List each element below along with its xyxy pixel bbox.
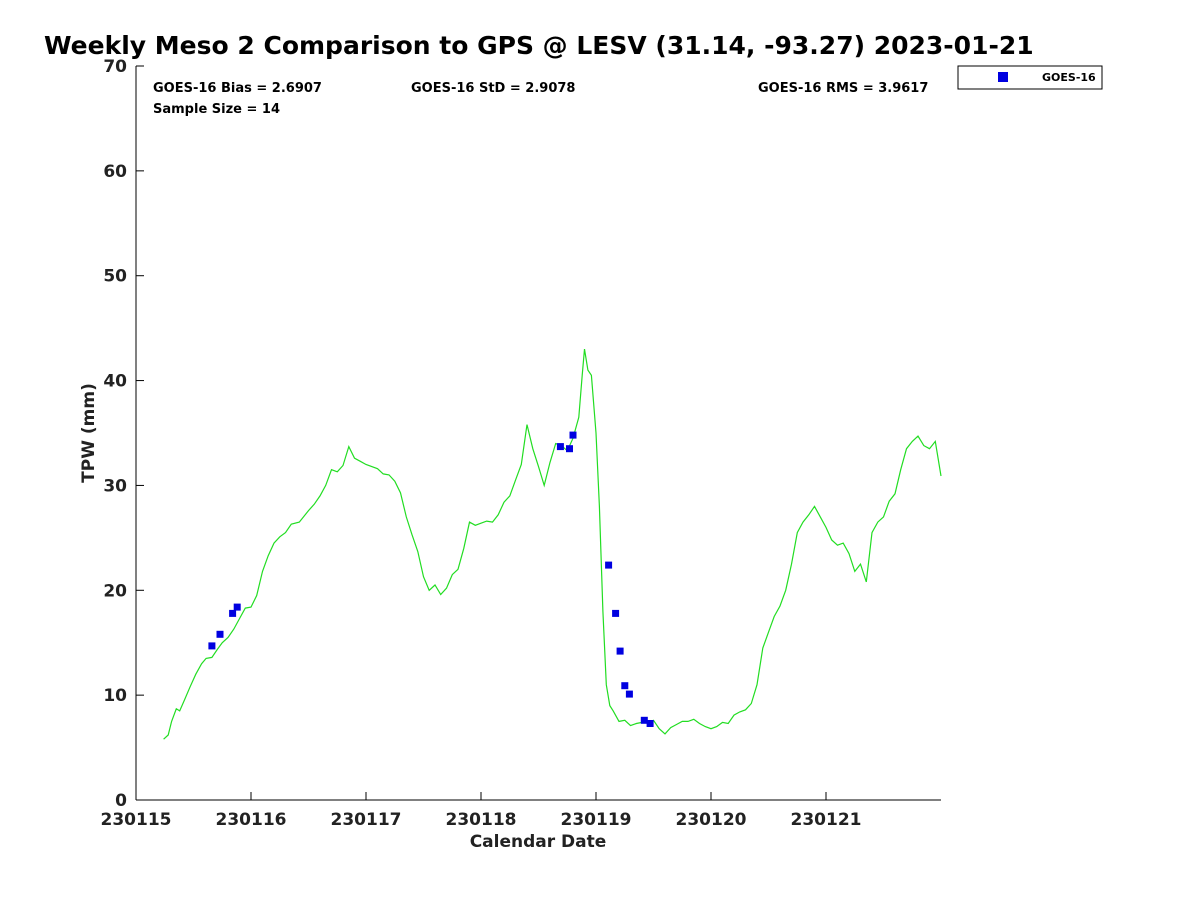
plot-area (163, 349, 942, 740)
goes-16-point (569, 431, 577, 439)
x-ticks: 230115 230116 230117 230118 230119 230120 2301… (101, 792, 862, 830)
x-axis-label: Calendar Date (470, 832, 607, 852)
legend-label-goes-16: GOES-16 (1042, 71, 1096, 84)
rms-stat: GOES-16 RMS = 3.9617 (758, 81, 928, 96)
y-tick-label: 10 (103, 686, 127, 706)
axes (135, 66, 941, 801)
goes-16-point (556, 443, 564, 451)
x-tick-label: 230117 (331, 810, 402, 830)
goes-16-point (566, 445, 573, 453)
x-tick-label: 230120 (676, 810, 747, 830)
y-tick-label: 40 (103, 372, 127, 392)
goes-16-point (612, 609, 620, 617)
y-tick-label: 70 (103, 57, 127, 77)
legend-box (957, 65, 1103, 90)
y-ticks: 0 10 20 30 40 50 60 70 (103, 57, 144, 811)
gps-series-line (163, 349, 942, 740)
y-tick-label: 0 (115, 791, 127, 811)
y-axis-label: TPW (mm) (79, 383, 99, 483)
x-tick-label: 230118 (446, 810, 517, 830)
goes-16-point (625, 690, 633, 698)
legend: GOES-16 (957, 65, 1103, 90)
goes-16-point (646, 720, 654, 727)
goes-16-point (229, 609, 237, 617)
goes-16-point (605, 561, 613, 569)
goes-16-point (616, 647, 624, 655)
y-tick-label: 60 (103, 162, 127, 182)
x-tick-label: 230121 (791, 810, 862, 830)
x-tick-label: 230116 (216, 810, 287, 830)
std-stat: GOES-16 StD = 2.9078 (411, 81, 575, 96)
goes-16-point (233, 603, 241, 611)
x-tick-label: 230119 (561, 810, 632, 830)
y-tick-label: 20 (103, 581, 127, 601)
bias-stat: GOES-16 Bias = 2.6907 (153, 81, 322, 96)
chart-title: Weekly Meso 2 Comparison to GPS @ LESV (… (44, 31, 1034, 60)
x-tick-label: 230115 (101, 810, 172, 830)
y-tick-label: 50 (103, 267, 127, 287)
goes-16-point (216, 630, 224, 638)
goes-16-point (208, 642, 216, 650)
goes-16-point (621, 682, 629, 690)
y-tick-label: 30 (103, 476, 127, 496)
goes-16-point (640, 716, 648, 724)
sample-size-stat: Sample Size = 14 (153, 102, 280, 117)
legend-marker-goes-16 (998, 72, 1008, 82)
